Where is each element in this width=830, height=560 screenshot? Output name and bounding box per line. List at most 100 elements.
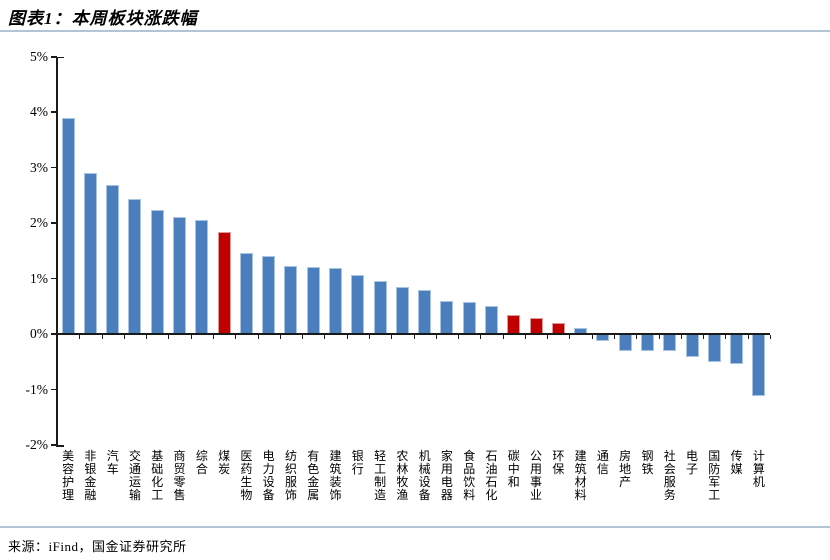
category-label: 综合 [195, 449, 208, 476]
category-label: 银行 [351, 449, 364, 476]
category-label: 有色金属 [307, 449, 320, 502]
x-axis-tick [480, 335, 482, 339]
category-label: 食品饮料 [463, 449, 476, 502]
category-label: 国防军工 [708, 449, 721, 502]
footer-divider [0, 526, 830, 528]
category-label: 煤炭 [218, 449, 231, 476]
y-axis-tick-label: 2% [30, 215, 48, 231]
title-divider [0, 30, 830, 32]
bar [195, 219, 209, 334]
y-axis-tick [51, 166, 57, 169]
category-label: 建筑材料 [574, 449, 587, 502]
y-axis-tick-label: 1% [30, 270, 48, 286]
bar [106, 184, 120, 334]
y-axis-top-cap [56, 56, 64, 58]
category-label: 电力设备 [262, 449, 275, 502]
x-axis-tick [458, 335, 460, 339]
bar [61, 117, 75, 334]
x-axis-tick [279, 335, 281, 339]
x-axis-tick [79, 335, 81, 339]
category-label: 环保 [552, 449, 565, 476]
category-label: 钢铁 [641, 449, 654, 476]
y-axis-tick [51, 333, 57, 335]
category-label: 房地产 [619, 449, 632, 489]
x-axis-tick [168, 335, 170, 339]
y-axis-tick-label: -1% [25, 381, 49, 397]
x-axis-tick [524, 335, 526, 339]
category-label: 建筑装饰 [329, 449, 342, 502]
y-axis-tick [51, 388, 57, 391]
category-label: 碳中和 [507, 449, 520, 489]
category-label: 农林牧渔 [396, 449, 409, 502]
y-axis-tick [51, 56, 57, 58]
y-axis-tick-label: -2% [25, 437, 49, 452]
x-axis-tick [435, 335, 437, 339]
bar [418, 289, 432, 334]
bar [351, 274, 365, 334]
y-axis-tick-label: 0% [30, 326, 48, 342]
x-axis-tick [703, 335, 705, 339]
bar [306, 266, 320, 334]
source-note: 来源：iFind，国金证券研究所 [8, 539, 187, 554]
x-axis-tick [680, 335, 682, 339]
category-label: 非银金融 [84, 449, 97, 502]
x-axis-tick [547, 335, 549, 339]
category-label: 社会服务 [663, 449, 676, 502]
x-axis-tick [235, 335, 237, 339]
x-axis-tick [770, 335, 771, 339]
bar [640, 334, 654, 351]
category-label: 轻工制造 [374, 449, 387, 502]
bar [150, 210, 164, 334]
category-label: 交通运输 [128, 449, 141, 502]
bar [173, 217, 187, 334]
x-axis-tick [614, 335, 616, 339]
y-axis-bottom-cap [56, 445, 64, 447]
y-axis-line [56, 57, 58, 447]
bar [239, 253, 253, 334]
y-axis-tick [51, 277, 57, 280]
bar [596, 334, 610, 342]
bar [262, 256, 276, 334]
bar [83, 173, 97, 334]
x-axis-tick [324, 335, 326, 339]
y-axis-tick-label: 5% [30, 49, 48, 64]
bar [484, 305, 498, 334]
x-axis-tick [747, 335, 749, 339]
bar [707, 334, 721, 363]
bar [730, 334, 744, 365]
x-axis-tick [569, 335, 571, 339]
category-label: 石油石化 [485, 449, 498, 502]
y-axis-tick-label: 3% [30, 159, 48, 175]
bar [462, 301, 476, 334]
x-axis-tick [413, 335, 415, 339]
category-label: 基础化工 [151, 449, 164, 502]
category-label: 计算机 [752, 449, 765, 489]
bar [440, 300, 454, 334]
bar-highlighted [507, 314, 521, 334]
bar [128, 198, 142, 334]
category-label: 传媒 [730, 449, 743, 476]
bar-highlighted [217, 232, 231, 334]
x-axis-tick [212, 335, 214, 339]
bar [685, 334, 699, 358]
x-axis-tick [302, 335, 304, 339]
y-axis-tick [51, 444, 57, 446]
x-axis-tick [257, 335, 259, 339]
bar-highlighted [529, 318, 543, 334]
category-label: 机械设备 [418, 449, 431, 502]
x-axis-tick [658, 335, 660, 339]
x-axis-tick [391, 335, 393, 339]
category-label: 汽车 [106, 449, 119, 476]
category-label: 医药生物 [240, 449, 253, 502]
bar [663, 334, 677, 352]
bar [395, 286, 409, 334]
x-axis-tick [591, 335, 593, 339]
category-label: 家用电器 [440, 449, 453, 502]
x-axis-tick [636, 335, 638, 339]
category-label: 公用事业 [530, 449, 543, 502]
category-label: 通信 [596, 449, 609, 476]
x-axis-tick [346, 335, 348, 339]
y-axis-tick [51, 111, 57, 113]
